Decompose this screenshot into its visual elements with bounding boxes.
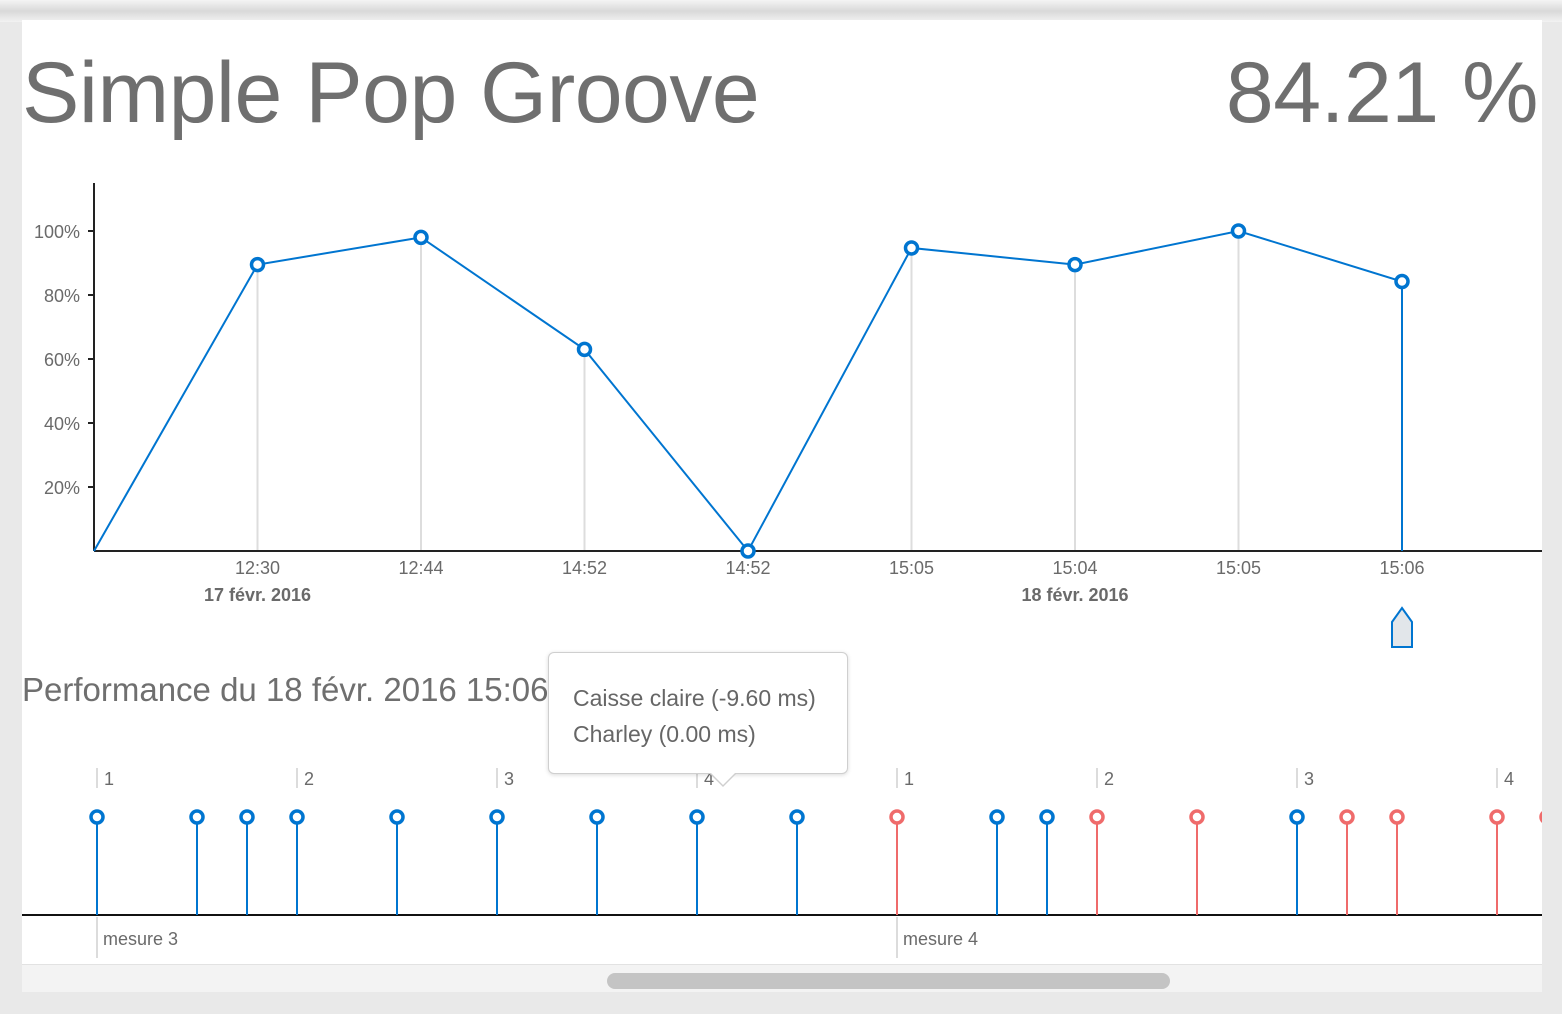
data-point[interactable] [1394, 273, 1410, 290]
hit-point[interactable] [589, 809, 605, 825]
data-point[interactable] [413, 229, 429, 246]
main-card: Simple Pop Groove 84.21 % 20% 40% 60% 80% 10… [22, 20, 1542, 992]
data-point[interactable] [903, 240, 920, 256]
chart-canvas: 20% 40% 60% 80% 100% 12:30 17 févr. 2016 12:44 1… [22, 183, 1542, 958]
hit-point[interactable] [1339, 809, 1355, 825]
beat-label: 2 [304, 769, 314, 789]
hit-point[interactable] [1389, 809, 1405, 825]
data-point[interactable] [1230, 223, 1247, 239]
hit-point[interactable] [1289, 809, 1305, 825]
hit-point[interactable] [189, 809, 205, 825]
beat-label: 3 [1304, 769, 1314, 789]
hit-point[interactable] [1039, 809, 1055, 825]
tooltip-arrow-fill [710, 772, 736, 785]
window-top-edge [0, 0, 1562, 22]
hit-point[interactable] [689, 809, 705, 825]
horizontal-scrollbar[interactable] [22, 964, 1542, 992]
beat-label: 3 [504, 769, 514, 789]
hit-point[interactable] [789, 809, 805, 825]
hit-point[interactable] [1189, 809, 1205, 825]
beat-label: 4 [1504, 769, 1514, 789]
hit-point[interactable] [889, 809, 905, 825]
hit-point[interactable] [1089, 809, 1105, 825]
hit-point[interactable] [1489, 809, 1505, 825]
y-tick-label: 40% [44, 414, 80, 434]
tooltip-line-snare: Caisse claire (-9.60 ms) [573, 685, 816, 711]
hit-point[interactable] [239, 809, 255, 825]
hit-tooltip: Caisse claire (-9.60 ms) Charley (0.00 m… [548, 652, 848, 787]
x-tick-label: 15:04 [1052, 558, 1097, 578]
x-tick-label: 12:44 [398, 558, 443, 578]
series-line [93, 229, 1403, 553]
performance-title: Performance du 18 févr. 2016 15:06 [22, 671, 549, 708]
hit-point[interactable] [989, 809, 1005, 825]
y-tick-label: 80% [44, 286, 80, 306]
beat-label: 1 [104, 769, 114, 789]
x-tick-label: 14:52 [725, 558, 770, 578]
data-point[interactable] [740, 543, 756, 559]
y-tick-label: 60% [44, 350, 80, 370]
data-point[interactable] [1067, 256, 1083, 273]
x-tick-date: 18 févr. 2016 [1021, 585, 1128, 605]
score-percentage: 84.21 % [1225, 45, 1539, 141]
y-tick-label: 100% [34, 222, 80, 242]
measure-label: mesure 4 [903, 929, 978, 949]
x-tick-label: 15:05 [889, 558, 934, 578]
song-title: Simple Pop Groove [22, 45, 760, 141]
y-tick-label: 20% [44, 478, 80, 498]
scrollbar-thumb[interactable] [607, 973, 1170, 989]
x-tick-date: 17 févr. 2016 [204, 585, 311, 605]
hit-point[interactable] [89, 809, 105, 825]
beat-label: 2 [1104, 769, 1114, 789]
hit-point[interactable] [489, 809, 505, 825]
x-tick-label: 15:06 [1379, 558, 1424, 578]
hit-point[interactable] [389, 809, 405, 825]
marker-pin-icon[interactable] [1391, 606, 1413, 648]
data-point[interactable] [249, 256, 266, 273]
beat-label: 1 [904, 769, 914, 789]
x-tick-label: 12:30 [235, 558, 280, 578]
hit-point[interactable] [289, 809, 305, 825]
x-tick-label: 14:52 [562, 558, 607, 578]
tooltip-line-hihat: Charley (0.00 ms) [573, 721, 756, 747]
hit-point[interactable] [1539, 811, 1542, 823]
measure-label: mesure 3 [103, 929, 178, 949]
x-tick-label: 15:05 [1216, 558, 1261, 578]
data-point[interactable] [576, 341, 593, 358]
